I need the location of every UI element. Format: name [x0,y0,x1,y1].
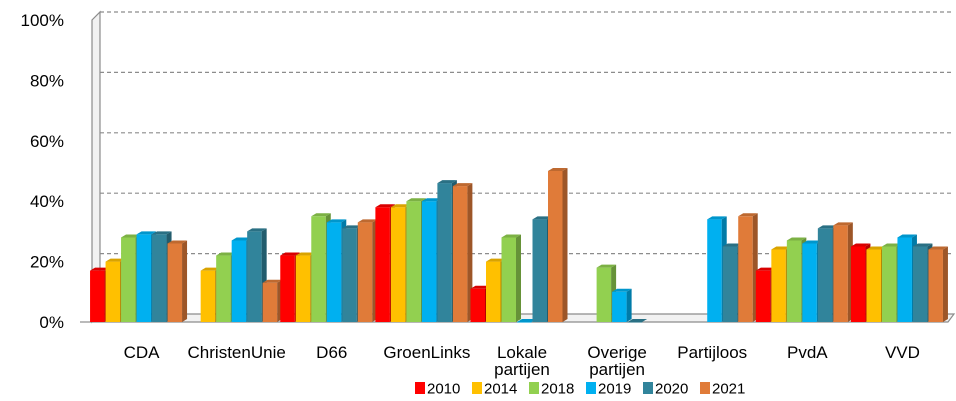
x-category-label: Overige partijen [587,343,647,379]
x-category-label: CDA [124,343,161,362]
x-category-label: D66 [316,343,347,362]
legend-item: 2019 [586,381,631,398]
bar [262,279,283,322]
legend-label: 2010 [427,381,460,398]
x-category-labels: CDA ChristenUnie D66 GroenLinks Lokale partij… [124,343,920,379]
legend-item: 2021 [700,381,745,398]
y-tick-labels: 0% 20% 40% 60% 80% 100% [21,11,64,332]
bar [167,240,188,322]
legend-swatch [643,382,653,394]
y-tick-label: 60% [30,132,64,151]
bar [452,183,473,322]
legend-swatch [472,382,482,394]
bar [612,288,632,322]
legend-label: 2018 [541,381,574,398]
y-tick-label: 100% [21,11,64,30]
legend-label: 2020 [655,381,688,398]
legend-label: 2019 [598,381,631,398]
legend-swatch [586,382,596,394]
legend-item: 2018 [529,381,574,398]
bar [548,168,568,322]
bar [928,246,948,322]
bar [357,219,378,322]
bar [833,222,853,322]
bar [501,234,521,322]
y-tick-label: 80% [30,71,64,90]
legend-item: 2020 [643,381,688,398]
y-tick-label: 40% [30,192,64,211]
x-category-label: VVD [885,343,920,362]
legend-item: 2010 [415,381,460,398]
x-category-label: Partijloos [677,343,747,362]
y-tick-label: 0% [39,313,64,332]
legend-swatch [415,382,425,394]
legend: 2010 2014 2018 2019 2020 2021 [415,381,745,398]
bar [738,213,758,322]
x-category-label: Lokale partijen [494,343,550,379]
legend-label: 2014 [484,381,517,398]
legend-item: 2014 [472,381,517,398]
y-tick-label: 20% [30,253,64,272]
legend-label: 2021 [712,381,745,398]
legend-swatch [700,382,710,394]
x-category-label: ChristenUnie [188,343,286,362]
x-category-label: PvdA [787,343,828,362]
bar [517,319,537,323]
legend-swatch [529,382,539,394]
bar [627,319,648,323]
bars [90,168,948,323]
gridlines [100,11,952,255]
x-category-label: GroenLinks [383,343,470,362]
